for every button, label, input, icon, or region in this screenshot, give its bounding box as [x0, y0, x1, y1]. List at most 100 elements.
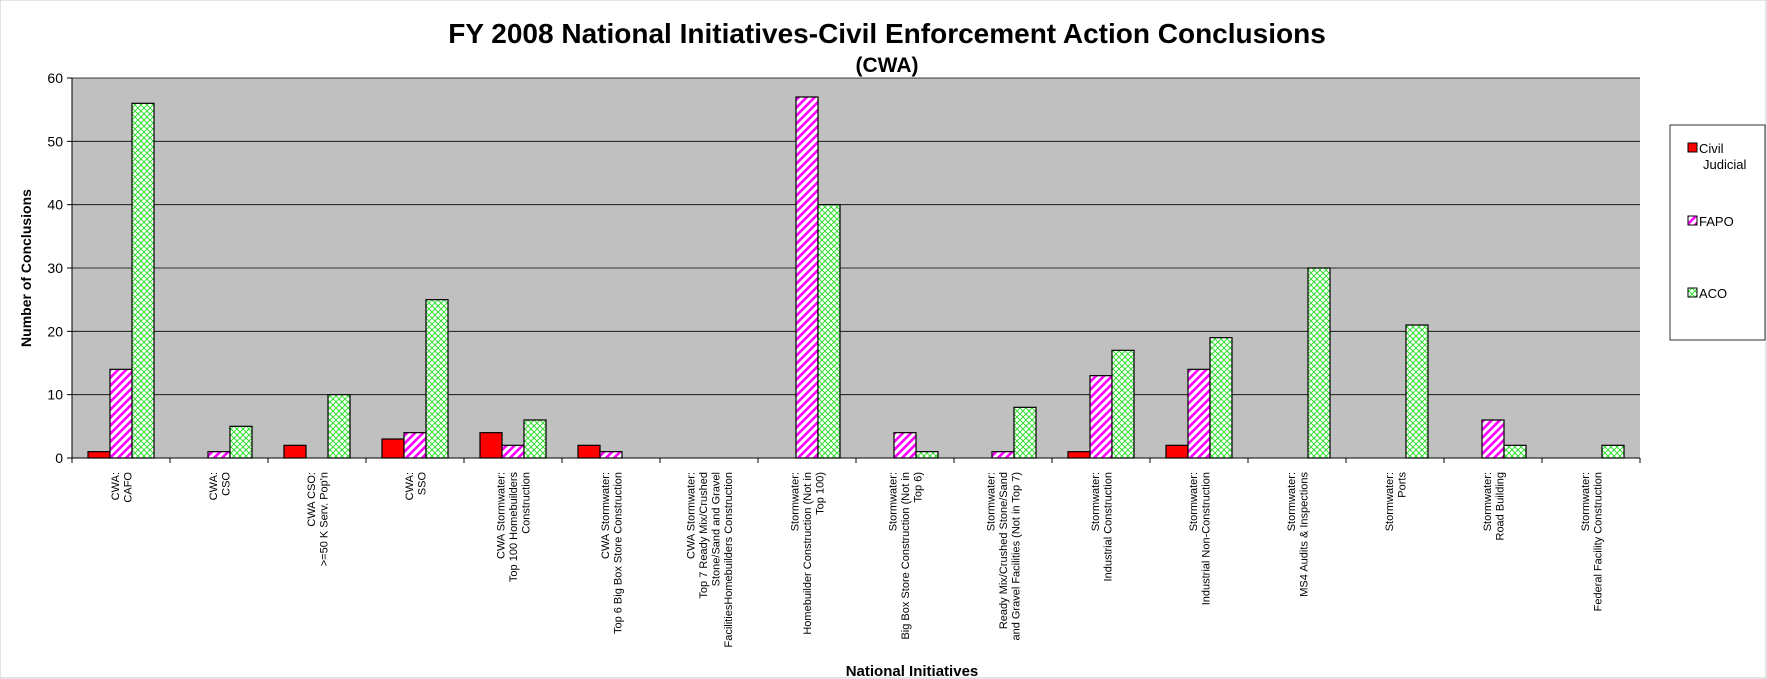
legend-label-civil-judicial: Civil — [1699, 141, 1724, 156]
bar-civil-judicial — [87, 451, 111, 459]
bar-fapo — [109, 368, 133, 459]
legend-swatch-fapo — [1687, 215, 1698, 226]
x-tick-label-line: CWA: — [208, 472, 220, 500]
x-tick-label-line: Top 100) — [815, 472, 827, 515]
x-tick-label: Stormwater: Ready Mix/Crushed Stone/Sand a… — [986, 472, 1023, 641]
bar-civil-judicial — [577, 444, 601, 459]
x-tick-label-line: Top 100 Homebuilders — [508, 472, 520, 583]
x-tick-label-line: Top 6 Big Box Store Construction — [612, 472, 624, 634]
x-tick-label-line: Stormwater: — [1580, 472, 1592, 531]
x-tick-label-line: Stormwater: — [986, 472, 998, 531]
x-tick-label: CWA Stormwater: Top 7 Ready Mix/Crushed St… — [685, 472, 735, 647]
bar-fapo — [893, 432, 917, 459]
bar-fapo — [403, 432, 427, 459]
x-tick-label-line: Construction — [521, 472, 533, 534]
bar-civil-judicial — [381, 438, 405, 459]
x-tick-label: Stormwater: Road Building — [1482, 472, 1507, 541]
x-tick-labels: CWA: CAFO CWA: CSO CWA CSO: >=50 K Serv. Pop'… — [110, 472, 1605, 648]
bar-aco — [131, 102, 155, 459]
bar-fapo — [795, 96, 819, 459]
x-tick-label-line: Ready Mix/Crushed Stone/Sand — [998, 472, 1010, 629]
x-tick-label-line: Top 6) — [913, 472, 925, 503]
x-tick-label-line: Stormwater: — [1384, 472, 1396, 531]
bars — [87, 96, 1625, 459]
bar-aco — [1111, 349, 1135, 459]
x-tick-label-line: Homebuilder Construction (Not in — [802, 472, 814, 635]
x-tick-label-line: Stone/Sand and Gravel — [710, 472, 722, 586]
x-tick-label: Stormwater: Homebuilder Construction (Not… — [790, 472, 827, 635]
y-tick-label: 10 — [47, 387, 63, 403]
x-tick-label: Stormwater: MS4 Audits & Inspections — [1286, 472, 1311, 597]
x-tick-label-line: CWA CSO: — [306, 472, 318, 527]
bar-aco — [915, 451, 939, 459]
x-tick-label-line: CWA: — [404, 472, 416, 500]
x-tick-label: CWA CSO: >=50 K Serv. Pop'n — [306, 472, 331, 566]
legend-label-civil-judicial: Judicial — [1703, 157, 1746, 172]
bar-fapo — [991, 451, 1015, 459]
x-tick-label: CWA Stormwater: Top 100 Homebuilders Const… — [496, 472, 533, 583]
x-tick-label-line: MS4 Audits & Inspections — [1298, 472, 1310, 597]
chart-subtitle: (CWA) — [856, 54, 919, 77]
bar-aco — [1503, 444, 1527, 459]
gridlines — [72, 77, 1640, 396]
legend-label-fapo: FAPO — [1699, 214, 1734, 229]
x-tick-label: Stormwater: Industrial Construction — [1090, 472, 1115, 581]
bar-aco — [327, 394, 351, 459]
bar-aco — [1209, 337, 1233, 459]
x-tick-label-line: Big Box Store Construction (Not in — [900, 472, 912, 640]
bar-fapo — [501, 444, 525, 459]
x-tick-label-line: and Gravel Facilities (Not in Top 7) — [1011, 472, 1023, 641]
x-tick-label-line: Federal Facility Construction — [1592, 472, 1604, 611]
legend-label-aco: ACO — [1699, 286, 1727, 301]
x-tick-label-line: Stormwater: — [1286, 472, 1298, 531]
y-tick-label: 20 — [47, 323, 63, 339]
x-tick-label-line: CWA Stormwater: — [600, 472, 612, 559]
bar-aco — [425, 299, 449, 459]
bar-fapo — [599, 451, 623, 459]
x-tick-label: Stormwater: Industrial Non-Construction — [1188, 472, 1213, 605]
y-tick-label: 60 — [47, 70, 63, 86]
x-tick-label-line: CWA Stormwater: — [685, 472, 697, 559]
x-tick-label-line: Stormwater: — [1482, 472, 1494, 531]
x-tick-label-line: Stormwater: — [888, 472, 900, 531]
x-tick-label: Stormwater: Federal Facility Construction — [1580, 472, 1605, 611]
bar-civil-judicial — [1067, 451, 1091, 459]
x-tick-label: CWA Stormwater: Top 6 Big Box Store Const… — [600, 472, 625, 634]
y-tick-labels: 0 10 20 30 40 50 60 — [47, 70, 63, 466]
y-tick-label: 40 — [47, 197, 63, 213]
x-tick-label: CWA: SSO — [404, 472, 429, 501]
x-tick-label-line: Road Building — [1494, 472, 1506, 541]
x-tick-label-line: Ports — [1396, 472, 1408, 498]
x-tick-label: CWA: CAFO — [110, 472, 135, 503]
bar-aco — [1601, 444, 1625, 459]
bar-aco — [1013, 406, 1037, 459]
x-tick-label-line: CWA Stormwater: — [496, 472, 508, 559]
x-tick-label-line: CAFO — [122, 472, 134, 503]
legend-swatch-civil-judicial — [1687, 142, 1698, 153]
x-tick-label-line: Industrial Non-Construction — [1200, 472, 1212, 605]
x-tick-label-line: Stormwater: — [790, 472, 802, 531]
x-tick-label-line: SSO — [416, 472, 428, 496]
x-tick-label: Stormwater: Big Box Store Construction (N… — [888, 472, 925, 640]
x-tick-label-line: Industrial Construction — [1102, 472, 1114, 581]
bar-fapo — [207, 451, 231, 459]
x-tick-label-line: >=50 K Serv. Pop'n — [318, 472, 330, 566]
y-axis-label: Number of Conclusions — [18, 189, 34, 347]
x-tick-label-line: Top 7 Ready Mix/Crushed — [698, 472, 710, 599]
x-tick-label: CWA: CSO — [208, 472, 233, 501]
bar-civil-judicial — [479, 432, 503, 459]
x-tick-label-line: FacilitiesHomebuilders Construction — [723, 472, 735, 647]
bar-aco — [523, 419, 547, 459]
legend-swatch-aco — [1687, 287, 1698, 298]
x-axis-label: National Initiatives — [846, 663, 979, 679]
bar-aco — [817, 204, 841, 459]
x-tick-label-line: CWA: — [110, 472, 122, 500]
x-tick-label-line: CSO — [220, 472, 232, 496]
y-tick-label: 0 — [55, 450, 63, 466]
bar-aco — [1405, 324, 1429, 459]
chart-title: FY 2008 National Initiatives-Civil Enfor… — [448, 18, 1326, 49]
legend-box — [1669, 124, 1766, 341]
